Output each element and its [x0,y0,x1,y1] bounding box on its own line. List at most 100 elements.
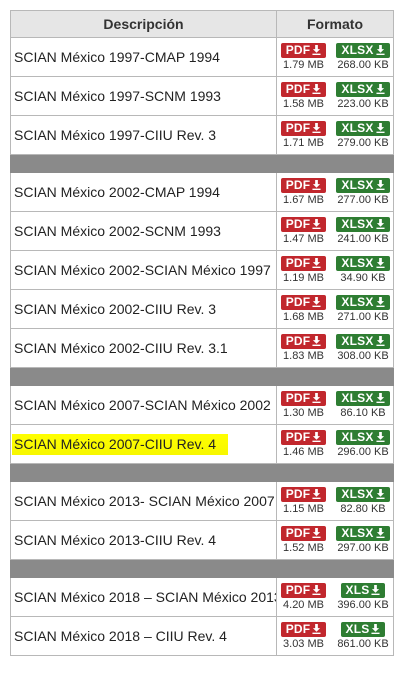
pdf-badge[interactable]: PDF [280,81,327,97]
pdf-download-link[interactable]: PDF 1.79 MB [277,42,330,72]
xlsx-download-link[interactable]: XLS 396.00 KB [333,582,393,612]
pdf-download-link[interactable]: PDF 4.20 MB [277,582,330,612]
xlsx-download-link[interactable]: XLS 861.00 KB [333,621,393,651]
pdf-file-size: 1.47 MB [283,232,324,245]
pdf-badge[interactable]: PDF [280,429,327,445]
pdf-download-link[interactable]: PDF 1.47 MB [277,216,330,246]
separator-cell [10,154,394,173]
xlsx-badge[interactable]: XLSX [336,120,390,136]
xlsx-download-link[interactable]: XLSX 271.00 KB [333,294,393,324]
xlsx-badge[interactable]: XLSX [336,294,390,310]
pdf-badge[interactable]: PDF [280,216,327,232]
xlsx-file-size: 86.10 KB [340,406,386,419]
pdf-file-size: 1.67 MB [283,193,324,206]
table-row: SCIAN México 2002-SCNM 1993 PDF 1.47 MB XLS… [10,211,394,251]
pdf-badge-label: PDF [285,621,311,636]
xlsx-download-link[interactable]: XLSX 86.10 KB [333,390,393,420]
pdf-badge-label: PDF [285,42,311,57]
xlsx-download-link[interactable]: XLSX 308.00 KB [333,333,393,363]
format-cell: PDF 1.47 MB XLSX 241.00 KB [276,211,394,251]
xlsx-download-link[interactable]: XLSX 268.00 KB [333,42,393,72]
xlsx-badge[interactable]: XLSX [336,429,390,445]
pdf-badge[interactable]: PDF [280,42,327,58]
format-cell: PDF 1.52 MB XLSX 297.00 KB [276,520,394,560]
xlsx-download-link[interactable]: XLSX 82.80 KB [333,486,393,516]
description-cell: SCIAN México 2002-CIIU Rev. 3 [10,289,277,329]
xlsx-badge[interactable]: XLSX [336,486,390,502]
xlsx-badge[interactable]: XLSX [336,216,390,232]
description-cell: SCIAN México 2018 – SCIAN México 2013 [10,577,277,617]
pdf-download-link[interactable]: PDF 1.15 MB [277,486,330,516]
format-cell: PDF 1.68 MB XLSX 271.00 KB [276,289,394,329]
pdf-badge[interactable]: PDF [280,390,327,406]
xlsx-file-size: 279.00 KB [337,136,389,149]
xlsx-badge[interactable]: XLSX [336,177,390,193]
format-cell: PDF 4.20 MB XLS 396.00 KB [276,577,394,617]
xlsx-badge[interactable]: XLSX [336,525,390,541]
xlsx-badge[interactable]: XLS [340,582,386,598]
xlsx-download-link[interactable]: XLSX 277.00 KB [333,177,393,207]
pdf-download-link[interactable]: PDF 1.52 MB [277,525,330,555]
pdf-download-link[interactable]: PDF 1.46 MB [277,429,330,459]
pdf-download-link[interactable]: PDF 3.03 MB [277,621,330,651]
pdf-badge[interactable]: PDF [280,294,327,310]
download-arrow-icon [371,585,381,595]
xlsx-download-link[interactable]: XLSX 296.00 KB [333,429,393,459]
download-arrow-icon [312,336,321,346]
pdf-file-size: 4.20 MB [283,598,324,611]
download-arrow-icon [312,180,321,190]
xlsx-badge-label: XLSX [341,333,374,348]
pdf-badge[interactable]: PDF [280,486,327,502]
pdf-badge-label: PDF [285,390,311,405]
download-arrow-icon [312,297,321,307]
xlsx-download-link[interactable]: XLSX 297.00 KB [333,525,393,555]
xlsx-badge[interactable]: XLSX [336,81,390,97]
xlsx-badge-label: XLSX [341,255,374,270]
xlsx-file-size: 271.00 KB [337,310,389,323]
pdf-badge[interactable]: PDF [280,255,327,271]
separator-cell [10,463,394,482]
description-label: SCIAN México 1997-SCNM 1993 [14,88,221,104]
pdf-badge[interactable]: PDF [280,333,327,349]
table-body: SCIAN México 1997-CMAP 1994 PDF 1.79 MB XLS… [10,37,394,656]
pdf-badge[interactable]: PDF [280,120,327,136]
pdf-download-link[interactable]: PDF 1.67 MB [277,177,330,207]
xlsx-badge-label: XLS [345,582,370,597]
pdf-badge-label: PDF [285,582,311,597]
pdf-file-size: 1.68 MB [283,310,324,323]
pdf-badge-label: PDF [285,255,311,270]
xlsx-download-link[interactable]: XLSX 34.90 KB [333,255,393,285]
pdf-download-link[interactable]: PDF 1.83 MB [277,333,330,363]
pdf-file-size: 1.52 MB [283,541,324,554]
xlsx-badge[interactable]: XLSX [336,42,390,58]
pdf-badge[interactable]: PDF [280,582,327,598]
pdf-download-link[interactable]: PDF 1.71 MB [277,120,330,150]
pdf-file-size: 3.03 MB [283,637,324,650]
pdf-download-link[interactable]: PDF 1.68 MB [277,294,330,324]
pdf-download-link[interactable]: PDF 1.58 MB [277,81,330,111]
xlsx-download-link[interactable]: XLSX 279.00 KB [333,120,393,150]
table-row: SCIAN México 2018 – CIIU Rev. 4 PDF 3.03 M… [10,616,394,656]
xlsx-badge[interactable]: XLS [340,621,386,637]
format-cell: PDF 1.71 MB XLSX 279.00 KB [276,115,394,155]
pdf-download-link[interactable]: PDF 1.19 MB [277,255,330,285]
pdf-badge[interactable]: PDF [280,177,327,193]
download-arrow-icon [376,180,385,190]
xlsx-badge[interactable]: XLSX [336,255,390,271]
description-cell: SCIAN México 2002-CMAP 1994 [10,172,277,212]
column-header-description: Descripción [10,10,277,38]
xlsx-download-link[interactable]: XLSX 241.00 KB [333,216,393,246]
xlsx-badge[interactable]: XLSX [336,390,390,406]
xlsx-badge[interactable]: XLSX [336,333,390,349]
pdf-badge-label: PDF [285,81,311,96]
description-cell: SCIAN México 1997-CMAP 1994 [10,37,277,77]
pdf-download-link[interactable]: PDF 1.30 MB [277,390,330,420]
download-arrow-icon [312,258,321,268]
pdf-badge[interactable]: PDF [280,525,327,541]
xlsx-badge-label: XLSX [341,525,374,540]
pdf-badge[interactable]: PDF [280,621,327,637]
xlsx-badge-label: XLSX [341,42,374,57]
xlsx-download-link[interactable]: XLSX 223.00 KB [333,81,393,111]
download-arrow-icon [312,45,321,55]
pdf-badge-label: PDF [285,525,311,540]
